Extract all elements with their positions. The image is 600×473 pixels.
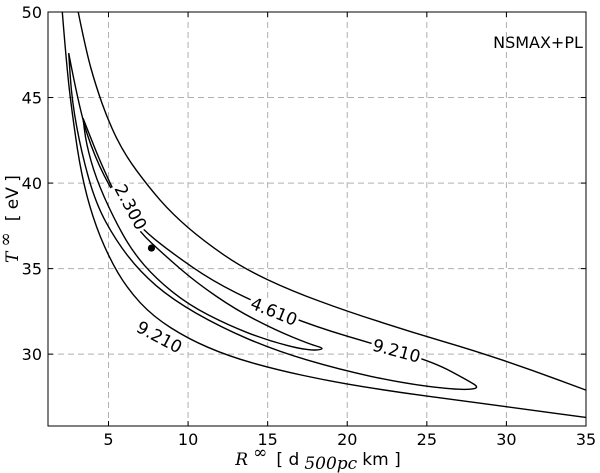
best-fit-point [147,244,156,252]
best-fit-marker-group [147,244,156,252]
grid [48,12,586,426]
contour-line-9.210 [77,11,587,391]
y-axis-symbol: T [3,250,23,263]
y-tick-label: 50 [22,3,42,22]
plot-frame [47,11,587,427]
x-tick-label: 5 [103,430,113,449]
contour-label: 2.300 [110,181,151,233]
contour-label-gap [368,334,425,368]
x-tick-label: 35 [576,430,596,449]
ticks [48,11,587,426]
contour-line-4.610 [68,52,478,391]
contour-label: 4.610 [247,294,300,331]
y-tick-labels: 30 35 40 45 50 [22,3,42,364]
y-axis-label: T ∞ [ eV ] [0,175,23,263]
y-axis-superscript: ∞ [0,232,16,246]
y-tick-label: 35 [22,260,42,279]
x-tick-label: 25 [417,430,437,449]
x-tick-label: 10 [178,430,198,449]
x-axis-unit-suffix: km ] [362,450,400,470]
x-tick-label: 20 [337,430,357,449]
x-tick-labels: 5 10 15 20 25 30 35 [103,430,596,449]
y-tick-label: 45 [22,89,42,108]
y-axis-unit: [ eV ] [3,175,23,221]
y-tick-label: 40 [22,174,42,193]
y-tick-label: 30 [22,345,42,364]
contour-line-9.210 [61,11,587,419]
x-tick-label: 30 [496,430,516,449]
contour-label: 9.210 [370,336,422,368]
x-axis-unit-subscript: 500pc [304,454,357,473]
x-axis-label: R ∞ [ d 500pc km ] [234,443,401,473]
contour-label: 9.210 [133,318,185,359]
x-tick-label: 15 [257,430,277,449]
x-axis-symbol: R [234,450,248,470]
x-axis-unit-prefix: [ d [276,450,299,470]
contour-label-gap [109,179,152,235]
model-annotation: NSMAX+PL [493,33,583,52]
x-axis-superscript: ∞ [253,443,267,463]
contour-label-gap [246,292,302,331]
contour-label-gap [131,316,188,359]
